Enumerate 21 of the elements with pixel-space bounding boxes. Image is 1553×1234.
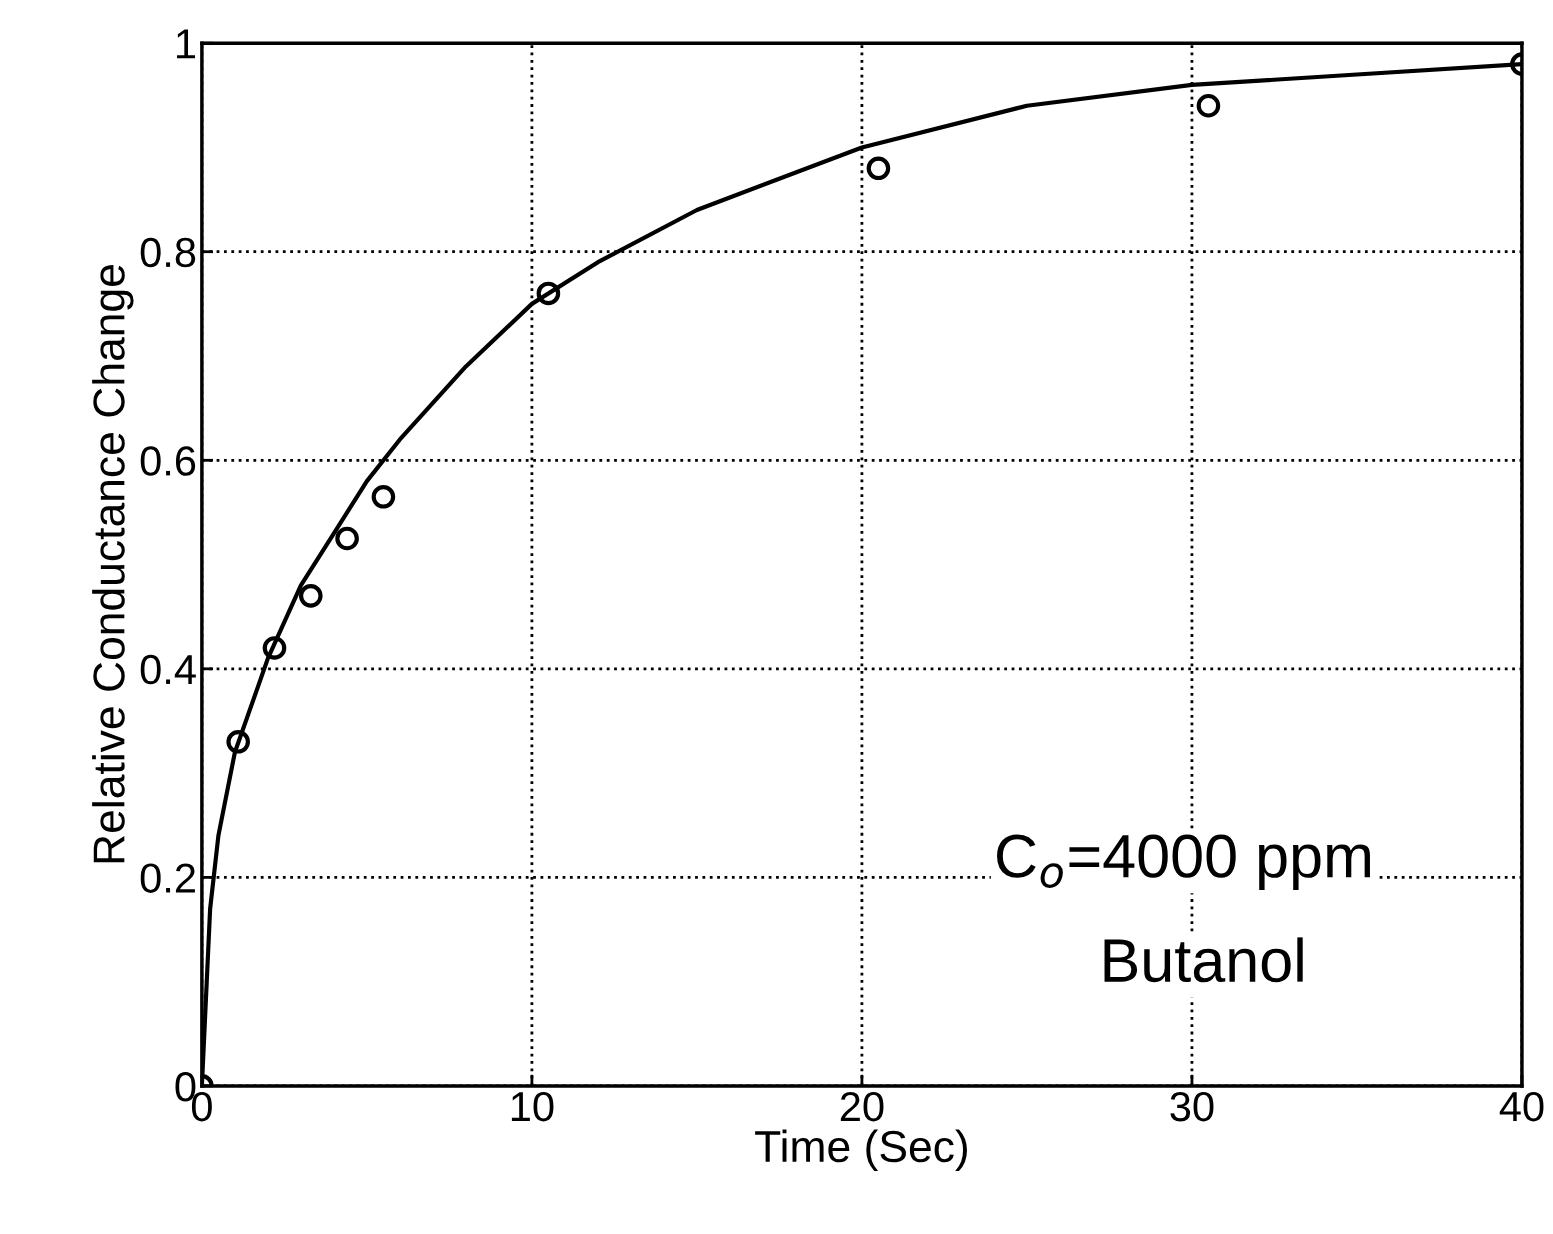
x-tick-label: 40: [1499, 1091, 1544, 1122]
x-tick-label: 10: [511, 1091, 554, 1122]
point: [1196, 93, 1221, 118]
annotation: C$_{o}$=4000 ppm: [997, 834, 1370, 890]
point: [262, 636, 287, 660]
point: [335, 526, 359, 551]
annotation: Butanol: [1104, 937, 1303, 983]
y-tick-label: 0.2: [140, 863, 195, 893]
y-tick-label: 0.6: [140, 446, 196, 476]
point: [536, 281, 561, 306]
y-tick-label: 0.8: [140, 237, 196, 268]
point: [226, 730, 250, 754]
x-axis-title: Time (Sec): [755, 1129, 967, 1172]
y-tick-label: 1: [177, 29, 195, 59]
point: [866, 156, 891, 181]
point: [298, 584, 323, 608]
point: [371, 484, 396, 509]
y-tick-label: 0.4: [140, 654, 196, 685]
x-tick-label: 30: [1170, 1091, 1214, 1122]
x-tick-label: 20: [840, 1091, 884, 1122]
y-axis-title: Relative Conductance Change: [92, 265, 134, 863]
